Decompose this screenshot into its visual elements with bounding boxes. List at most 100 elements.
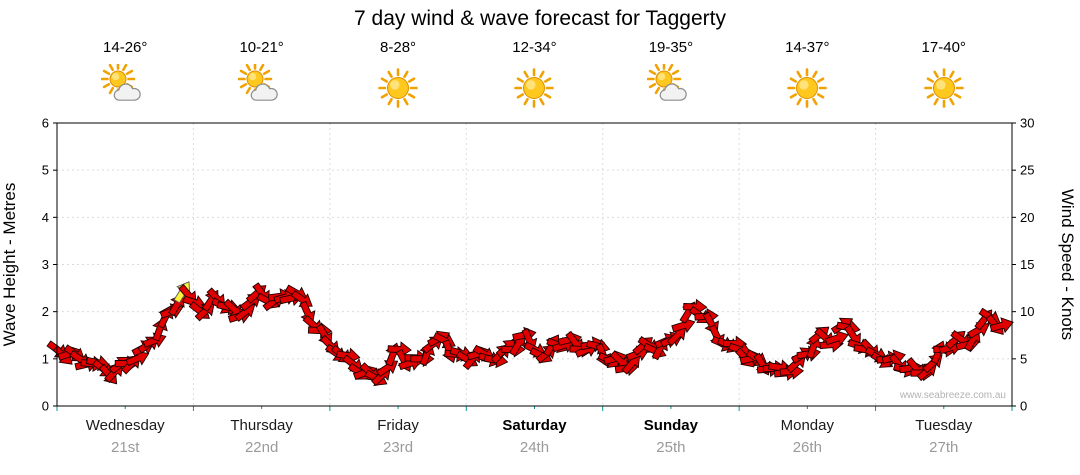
day-date: 22nd [244,439,279,456]
sun-highlight [390,80,400,90]
watermark: www.seabreeze.com.au [899,390,1006,401]
day-label: Wednesday 21st [57,415,193,459]
icon-cell [603,61,739,117]
sun-ray [667,63,674,72]
day-label: Saturday 24th [466,415,602,459]
day-temp: 14-26° [103,39,148,56]
day-label: Tuesday 27th [876,415,1012,459]
icon-cell [739,64,875,117]
day-label: Thursday 22nd [193,415,329,459]
sun-ray [812,97,818,106]
sun-highlight [657,73,666,81]
sun-ray [523,97,530,106]
weather-icon [787,68,828,108]
cloud-icon [113,83,141,101]
sun-ray [790,93,798,99]
right-tick-label: 30 [1020,116,1034,131]
sun-ray [926,93,934,99]
left-axis-title: Wave Height - Metres [0,183,19,347]
sun-ray [817,93,825,99]
weather-icon [514,68,555,108]
day-temp: 14-37° [785,39,830,56]
sun-ray [648,82,657,89]
icon-cell [193,61,329,117]
day-date: 27th [929,439,959,456]
day-name: Thursday [230,417,293,434]
wind-arrow [824,330,849,346]
sun-ray [239,69,247,76]
sun-ray [387,70,393,78]
weather-icon [237,61,278,101]
icon-cell [57,61,193,117]
day-temp: 10-21° [239,39,284,56]
sun-ray [126,69,134,75]
left-tick-label: 6 [42,116,49,131]
day-temp: 19-35° [648,39,694,56]
wind-arrow [683,298,708,316]
day-name: Tuesday [915,417,973,434]
wind-arrow [989,317,1014,334]
sun-ray [517,93,525,99]
day-name: Monday [780,417,834,434]
icon-cell [466,64,602,117]
cloud-icon [250,83,278,101]
sun-ray [387,97,393,106]
cloud-icon [659,83,687,101]
sun-ray [953,77,962,83]
sun-ray [408,77,416,83]
weather-icon [100,61,141,101]
sun-ray [122,63,128,72]
day-name: Wednesday [85,417,165,434]
sun-ray [403,97,409,106]
day-name: Friday [377,417,419,434]
day-label: Friday 23rd [330,415,466,459]
left-tick-label: 4 [42,210,49,225]
left-tick-label: 1 [42,351,49,366]
sun-ray [671,69,680,75]
left-tick-label: 5 [42,163,49,178]
wind-arrow [666,326,687,347]
wind-arrow [387,341,412,358]
weather-icon-row [57,61,1012,117]
sun-ray [403,70,409,78]
sun-ray [948,97,955,106]
sun-ray [103,82,111,89]
page-title: 7 day wind & wave forecast for Taggerty [354,7,726,30]
sun-ray [239,82,247,89]
sun-ray [245,63,251,72]
sun-ray [796,97,803,106]
left-tick-label: 2 [42,304,49,319]
sun-ray [796,70,803,78]
day-name: Sunday [643,417,698,434]
sun-ray [812,70,818,78]
wind-arrow [805,335,822,360]
temperature-row: 14-26° 10-21° 8-28° 12-34° 19-35° 14-37°… [57,39,1012,56]
day-date: 25th [656,439,686,456]
day-date: 23rd [383,439,414,456]
sun-ray [544,77,552,83]
right-tick-label: 5 [1020,351,1027,366]
sun-highlight [248,73,256,81]
sun-ray [817,77,825,83]
sun-ray [108,63,115,72]
right-tick-label: 20 [1020,210,1034,225]
sun-ray [933,70,939,78]
sun-ray [380,93,389,99]
right-tick-label: 10 [1020,304,1034,319]
sun-ray [933,97,939,106]
icon-cell [330,64,466,117]
sun-ray [953,93,962,99]
sun-ray [926,77,934,83]
right-tick-label: 0 [1020,399,1027,414]
right-tick-label: 25 [1020,163,1034,178]
sun-ray [245,86,251,95]
day-label: Sunday 25th [603,415,739,459]
sun-highlight [799,80,809,90]
left-tick-label: 3 [42,257,49,272]
day-date: 26th [792,439,822,456]
sun-ray [654,63,660,72]
sun-highlight [112,73,120,81]
sun-ray [648,69,657,76]
